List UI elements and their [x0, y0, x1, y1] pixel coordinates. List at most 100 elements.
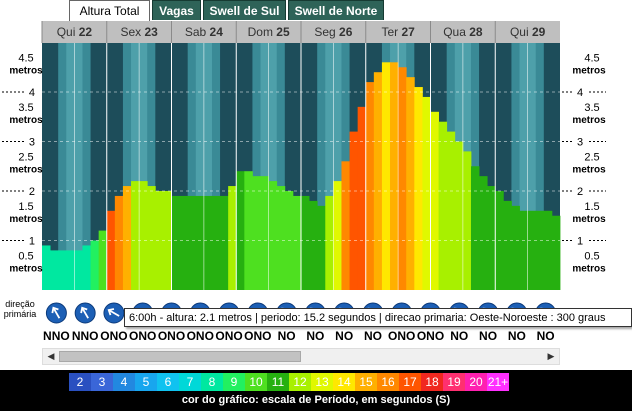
- direction-label: ONO: [187, 329, 214, 343]
- direction-label: NO: [479, 329, 497, 343]
- wave-bar: [446, 131, 456, 290]
- legend-scale: 2 3 4 5 6 7 8 9 10 11 12 13 14 15 16 17 18 19 20 21+: [69, 373, 509, 391]
- wave-height-chart: Qui 22 Sex 23 Sab 24 Dom 25 Seg 26 Ter 27 Qua …: [2, 21, 606, 348]
- legend-swatch: 12: [289, 373, 311, 391]
- direction-label: NNO: [43, 329, 70, 343]
- wave-bar: [317, 205, 326, 290]
- y-tick-label-right: 3: [577, 137, 583, 149]
- wave-bar: [438, 121, 448, 290]
- wave-bar: [543, 210, 553, 290]
- scroll-right-arrow-icon[interactable]: ▶: [547, 351, 555, 361]
- legend-swatch: 20: [465, 373, 487, 391]
- legend-swatch: 17: [399, 373, 421, 391]
- wave-bar: [268, 181, 278, 290]
- wave-bar: [414, 87, 423, 290]
- wave-bar: [373, 72, 383, 290]
- legend-swatch: 21+: [487, 373, 509, 391]
- arrow-path: [80, 306, 89, 319]
- arrow-path: [107, 308, 120, 317]
- wave-bar: [66, 250, 75, 290]
- wave-bar: [406, 77, 415, 291]
- day-header-label: Ter 27: [381, 25, 415, 39]
- direction-label: ONO: [244, 329, 271, 343]
- day-header-label: Dom 25: [248, 25, 290, 39]
- wave-bar: [470, 166, 480, 290]
- wave-bar: [479, 176, 488, 290]
- tab-vagas[interactable]: Vagas: [152, 0, 201, 20]
- y-tick-label-right: 2.5: [584, 151, 599, 163]
- wave-bar: [195, 195, 205, 290]
- direction-label: NO: [537, 329, 555, 343]
- direction-label: ONO: [129, 329, 156, 343]
- wave-bar: [519, 210, 529, 290]
- legend-swatch: 8: [201, 373, 223, 391]
- wave-bar: [551, 215, 561, 290]
- direction-label: NO: [364, 329, 382, 343]
- legend-swatch: 18: [421, 373, 443, 391]
- wave-bar: [203, 195, 213, 290]
- direction-label: NO: [335, 329, 353, 343]
- day-header-label: Sex 23: [120, 25, 158, 39]
- wave-bar: [220, 195, 229, 290]
- wave-bar: [82, 245, 91, 290]
- direction-label: ONO: [100, 329, 127, 343]
- direction-arrow-glyph: [51, 306, 61, 319]
- wave-bar: [422, 96, 431, 290]
- wave-bar: [163, 191, 172, 290]
- wave-bar: [341, 161, 350, 290]
- wave-bar: [147, 186, 156, 290]
- direction-row-label: primária: [4, 309, 37, 319]
- legend-swatch: 7: [179, 373, 201, 391]
- tab-swell-de-sul[interactable]: Swell de Sul: [203, 0, 286, 20]
- wave-bar: [228, 186, 237, 290]
- wave-bar: [260, 176, 270, 290]
- legend-swatch: 13: [311, 373, 333, 391]
- wave-bar: [252, 176, 261, 290]
- tab-bar: Altura Total Vagas Swell de Sul Swell de…: [0, 0, 632, 21]
- wave-bar: [171, 195, 180, 290]
- legend-swatch: 4: [113, 373, 135, 391]
- legend-swatch: 19: [443, 373, 465, 391]
- wave-bar: [292, 195, 302, 290]
- wave-bar: [42, 245, 51, 290]
- y-tick-label-left: 3: [29, 137, 35, 149]
- day-header-label: Qui 29: [510, 25, 546, 39]
- wave-bar: [114, 195, 124, 290]
- direction-label: NNO: [72, 329, 99, 343]
- wave-bar: [430, 111, 439, 290]
- scroll-left-arrow-icon[interactable]: ◀: [47, 351, 55, 361]
- y-tick-label-left: 4.5: [18, 52, 33, 64]
- direction-label: ONO: [417, 329, 444, 343]
- wave-bar: [90, 240, 100, 290]
- wave-bar: [454, 141, 464, 290]
- horizontal-scrollbar[interactable]: ◀ ▶: [42, 348, 560, 365]
- wave-bar: [365, 82, 375, 290]
- y-unit-label-right: metros: [572, 214, 606, 225]
- y-unit-label-left: metros: [9, 214, 43, 225]
- day-header-label: Qui 22: [57, 25, 93, 39]
- direction-label: NO: [306, 329, 324, 343]
- legend-swatch: 6: [157, 373, 179, 391]
- y-tick-label-left: 1: [29, 236, 35, 248]
- tab-swell-de-norte[interactable]: Swell de Norte: [288, 0, 384, 20]
- direction-label: NO: [508, 329, 526, 343]
- wave-bar: [503, 200, 512, 290]
- y-tick-label-left: 1.5: [18, 201, 33, 213]
- y-unit-label-right: metros: [572, 263, 606, 274]
- legend-swatch: 5: [135, 373, 157, 391]
- y-tick-label-right: 4.5: [584, 52, 599, 64]
- day-header-label: Seg 26: [314, 25, 352, 39]
- legend-swatch: 10: [245, 373, 267, 391]
- day-header-label: Sab 24: [185, 25, 223, 39]
- y-unit-label-right: metros: [572, 115, 606, 126]
- wave-bar: [236, 171, 245, 290]
- direction-label: ONO: [215, 329, 242, 343]
- wave-chart-panel: Qui 22 Sex 23 Sab 24 Dom 25 Seg 26 Ter 27 Qua …: [0, 21, 632, 348]
- scroll-thumb[interactable]: [59, 351, 301, 362]
- y-tick-label-left: 4: [29, 87, 35, 99]
- y-tick-label-left: 2.5: [18, 151, 33, 163]
- tab-altura-total[interactable]: Altura Total: [69, 0, 150, 21]
- wave-bar: [333, 181, 342, 290]
- direction-label: ONO: [158, 329, 185, 343]
- y-tick-label-right: 2: [577, 186, 583, 198]
